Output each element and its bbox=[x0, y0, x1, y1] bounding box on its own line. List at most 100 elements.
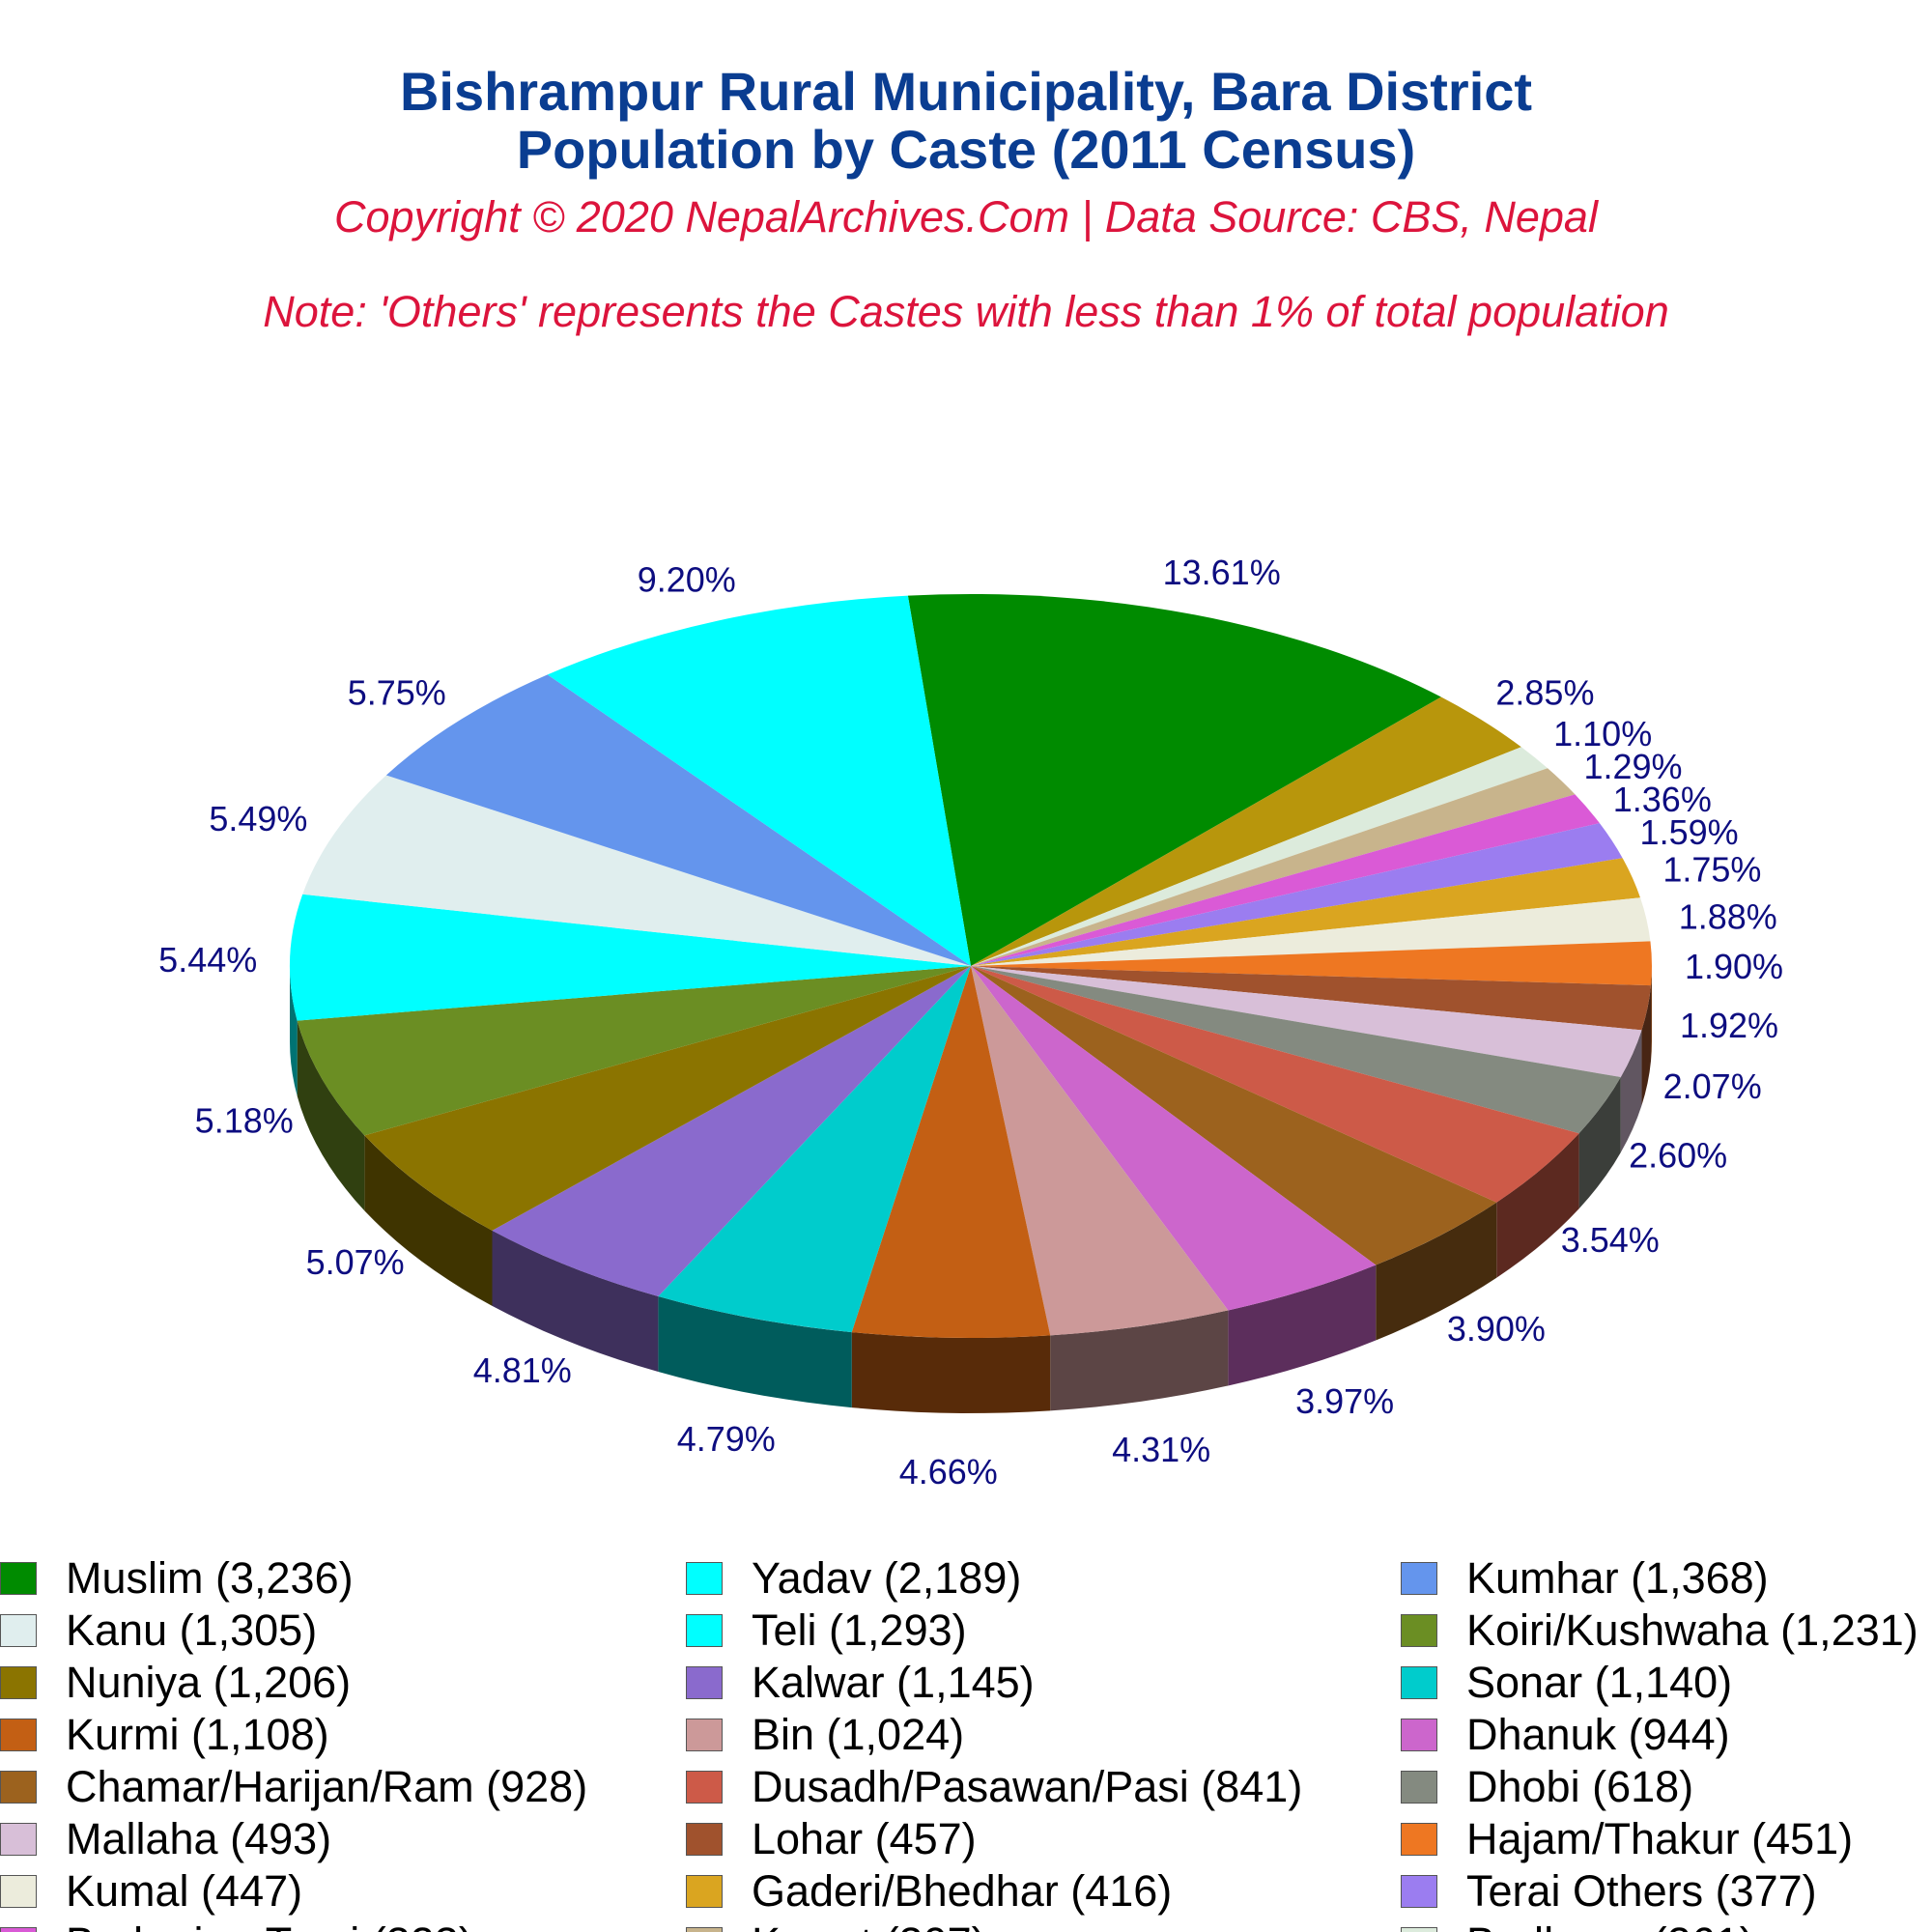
legend-swatch bbox=[686, 1719, 723, 1751]
pie-label-muslim: 13.61% bbox=[1163, 553, 1281, 592]
pie-slice-lohar bbox=[971, 966, 1652, 1031]
legend-label: Kewat (307) bbox=[752, 1918, 986, 1932]
pie-slice-hajam-thakur bbox=[971, 941, 1652, 986]
legend: Muslim (3,236) Yadav (2,189) Kumhar (1,368… bbox=[0, 1541, 1932, 1932]
pie-label-kanu: 5.49% bbox=[209, 799, 307, 838]
chart-title-line2: Population by Caste (2011 Census) bbox=[516, 119, 1416, 180]
legend-swatch bbox=[1401, 1875, 1437, 1908]
pie-label-dhobi: 2.60% bbox=[1629, 1136, 1727, 1176]
pie-slice-nuniya bbox=[364, 966, 971, 1231]
pie-label-hajam-thakur: 1.90% bbox=[1685, 947, 1783, 986]
chart-title-line1: Bishrampur Rural Municipality, Bara Dist… bbox=[399, 61, 1533, 122]
pie-slice-sonar bbox=[658, 966, 971, 1333]
copyright-text: Copyright © 2020 NepalArchives.Com | Dat… bbox=[334, 192, 1598, 242]
pie-label-brahmin-terai: 1.36% bbox=[1613, 780, 1712, 819]
legend-label: Kumal (447) bbox=[66, 1866, 303, 1916]
pie-slice-teli bbox=[290, 894, 971, 1021]
legend-label: Yadav (2,189) bbox=[752, 1553, 1022, 1603]
pie-side-chamar-harijan-ram bbox=[1376, 1202, 1497, 1341]
legend-swatch bbox=[686, 1875, 723, 1908]
legend-label: Hajam/Thakur (451) bbox=[1466, 1814, 1854, 1863]
pie-slice-koiri-kushwaha bbox=[297, 966, 972, 1136]
legend-label: Nuniya (1,206) bbox=[66, 1658, 352, 1707]
pie-label-bantar: 2.85% bbox=[1495, 672, 1594, 712]
pie-slice-kalwar bbox=[492, 966, 971, 1297]
pie-slice-kumal bbox=[971, 897, 1651, 966]
legend-swatch bbox=[0, 1562, 37, 1595]
pie-tops bbox=[290, 594, 1652, 1339]
pie-label-kumal: 1.88% bbox=[1679, 896, 1777, 936]
pie-side-koiri-kushwaha bbox=[297, 1020, 365, 1211]
pie-label-kumhar: 5.75% bbox=[348, 672, 446, 712]
pie-label-mallaha: 2.07% bbox=[1663, 1066, 1762, 1106]
legend-swatch bbox=[0, 1666, 37, 1699]
pie-slice-badhaee bbox=[971, 747, 1548, 966]
legend-swatch bbox=[0, 1614, 37, 1647]
pie-side-dusadh-pasawan-pasi bbox=[1496, 1133, 1579, 1278]
pie-label-terai-others: 1.59% bbox=[1640, 812, 1739, 852]
pie-side-lohar bbox=[1641, 985, 1652, 1106]
pie-slice-muslim bbox=[907, 594, 1441, 966]
pie-label-chamar-harijan-ram: 3.90% bbox=[1447, 1309, 1546, 1349]
legend-label: Gaderi/Bhedhar (416) bbox=[752, 1866, 1173, 1916]
pie-side-teli bbox=[290, 966, 298, 1096]
legend-swatch bbox=[0, 1823, 37, 1856]
legend-swatch bbox=[686, 1823, 723, 1856]
legend-swatch bbox=[686, 1562, 723, 1595]
legend-label: Dhanuk (944) bbox=[1466, 1710, 1730, 1759]
pie-chart: 13.61% 2.85%1.10%1.29%1.36%1.59%1.75% 1.88… bbox=[158, 553, 1783, 1492]
pie-label-koiri-kushwaha: 5.18% bbox=[195, 1101, 294, 1141]
legend-swatch bbox=[1401, 1614, 1437, 1647]
pie-side-kalwar bbox=[492, 1230, 659, 1373]
legend-label: Dusadh/Pasawan/Pasi (841) bbox=[752, 1762, 1303, 1811]
legend-swatch bbox=[1401, 1771, 1437, 1804]
legend-label: Lohar (457) bbox=[752, 1814, 977, 1863]
legend-label: Bin (1,024) bbox=[752, 1710, 965, 1759]
pie-side-sonar bbox=[658, 1296, 852, 1408]
pie-slice-chamar-harijan-ram bbox=[971, 966, 1497, 1265]
pie-side-dhobi bbox=[1578, 1077, 1621, 1209]
legend-label: Badhaee (261) bbox=[1466, 1918, 1754, 1932]
legend-label: Kumhar (1,368) bbox=[1466, 1553, 1769, 1603]
pie-slice-yadav bbox=[547, 595, 971, 966]
legend-label: Chamar/Harijan/Ram (928) bbox=[66, 1762, 588, 1811]
pie-slice-dusadh-pasawan-pasi bbox=[971, 966, 1579, 1203]
pie-label-kalwar: 4.81% bbox=[473, 1350, 572, 1390]
pie-label-gaderi-bhedhar: 1.75% bbox=[1662, 850, 1761, 890]
legend-label: Teli (1,293) bbox=[752, 1605, 967, 1655]
pie-label-kurmi: 4.66% bbox=[899, 1452, 998, 1492]
legend-swatch bbox=[0, 1719, 37, 1751]
legend-label: Mallaha (493) bbox=[66, 1814, 332, 1863]
legend-label: Brahmin - Terai (323) bbox=[66, 1918, 473, 1932]
pie-slice-kurmi bbox=[851, 966, 1051, 1339]
pie-slice-dhanuk bbox=[971, 966, 1377, 1311]
pie-sides bbox=[290, 966, 1652, 1413]
legend-swatch bbox=[686, 1771, 723, 1804]
pie-label-kewat: 1.29% bbox=[1583, 747, 1682, 786]
pie-side-hajam-thakur bbox=[1651, 966, 1652, 1062]
legend-label: Kanu (1,305) bbox=[66, 1605, 318, 1655]
pie-slice-kewat bbox=[971, 768, 1576, 966]
legend-swatch bbox=[686, 1927, 723, 1932]
pie-label-yadav: 9.20% bbox=[638, 559, 736, 599]
pie-side-dhanuk bbox=[1228, 1264, 1377, 1386]
pie-slice-bantar bbox=[971, 696, 1521, 966]
pie-side-nuniya bbox=[364, 1135, 493, 1306]
legend-label: Dhobi (618) bbox=[1466, 1762, 1694, 1811]
pie-label-lohar: 1.92% bbox=[1680, 1006, 1778, 1045]
note-text: Note: 'Others' represents the Castes wit… bbox=[263, 287, 1669, 336]
legend-swatch bbox=[0, 1771, 37, 1804]
legend-swatch bbox=[686, 1614, 723, 1647]
pie-label-teli: 5.44% bbox=[158, 940, 257, 980]
legend-swatch bbox=[1401, 1719, 1437, 1751]
pie-side-mallaha bbox=[1620, 1030, 1642, 1153]
pie-label-sonar: 4.79% bbox=[677, 1419, 776, 1459]
pie-slice-kanu bbox=[302, 775, 971, 966]
pie-label-bin: 4.31% bbox=[1112, 1430, 1210, 1469]
legend-label: Kalwar (1,145) bbox=[752, 1658, 1035, 1707]
legend-label: Muslim (3,236) bbox=[66, 1553, 354, 1603]
legend-label: Terai Others (377) bbox=[1466, 1866, 1817, 1916]
legend-swatch bbox=[1401, 1927, 1437, 1932]
pie-label-dhanuk: 3.97% bbox=[1295, 1381, 1394, 1421]
pie-slice-mallaha bbox=[971, 966, 1642, 1078]
